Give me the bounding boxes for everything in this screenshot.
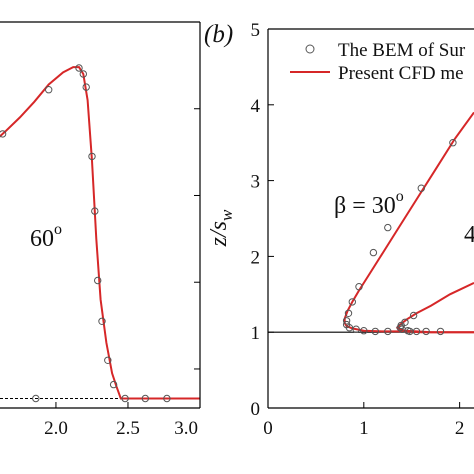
panel-b-bem-point xyxy=(342,317,351,325)
panel-b-bem-point xyxy=(409,311,418,320)
panel-a-bem-point xyxy=(0,130,7,138)
panel-a-bem-point xyxy=(45,86,53,94)
panel-b-legend: The BEM of Sur Present CFD me xyxy=(290,40,466,84)
panel-a-bem-point xyxy=(109,380,118,389)
panel-b-plot-area xyxy=(268,111,474,336)
panel-a-bem-point xyxy=(88,152,96,161)
panel-a-bem-point xyxy=(163,394,171,403)
panel-a-series xyxy=(0,64,200,403)
panel-b-bem-point xyxy=(417,184,425,192)
panel-a-bem-point xyxy=(91,207,99,215)
panel-b-y-tick-label: 3 xyxy=(251,172,261,193)
panel-b-bem-point xyxy=(384,327,392,336)
legend-cfd-label: Present CFD me xyxy=(338,63,464,84)
panel-a-plot-area xyxy=(0,64,200,403)
panel-b-bem-point xyxy=(404,327,412,335)
panel-b-series xyxy=(268,111,474,336)
panel-b: (b) z/sw 0 1 2 3 4 5 0 1 2 β = 30o 4 The BEM of … xyxy=(204,20,474,439)
panel-b-bem-point xyxy=(449,139,457,147)
panel-a-x-tick-label: 2.0 xyxy=(44,418,68,439)
panel-a-bem-point xyxy=(121,394,129,403)
legend-bem-label: The BEM of Sur xyxy=(338,40,466,61)
panel-a-bem-point xyxy=(104,356,112,364)
panel-b-x-tick-label: 2 xyxy=(455,418,465,439)
panel-b-x-tick-label: 1 xyxy=(359,418,369,439)
panel-b-y-tick-label: 5 xyxy=(251,20,261,41)
panel-a-cfd-line-0 xyxy=(0,66,200,400)
panel-b-bem-point xyxy=(352,325,360,333)
panel-a: 2.0 2.5 3.0 60o xyxy=(0,21,201,439)
panel-a-axes: 2.0 2.5 3.0 xyxy=(0,21,201,439)
panel-b-axes: 0 1 2 3 4 5 0 1 2 xyxy=(251,20,474,439)
panel-b-ylabel: z/sw xyxy=(206,209,236,247)
panel-a-bem-point xyxy=(141,394,150,403)
panel-a-bem-point xyxy=(75,64,83,72)
panel-a-x-tick-label: 2.5 xyxy=(116,418,140,439)
panel-b-y-tick-label: 4 xyxy=(251,96,261,117)
legend-bem-marker xyxy=(305,44,315,54)
panel-b-bem-point xyxy=(345,324,354,332)
panel-a-annotation-60deg: 60o xyxy=(30,221,62,252)
panel-b-annotation-beta: β = 30o xyxy=(334,188,404,219)
panel-b-bem-point xyxy=(371,327,379,336)
panel-a-x-tick-label: 3.0 xyxy=(174,418,198,439)
panel-b-bem-point xyxy=(360,327,368,335)
panel-b-bem-point xyxy=(384,223,392,232)
panel-b-bem-point xyxy=(396,324,404,332)
panel-b-bem-point xyxy=(348,298,356,306)
panel-a-bem-point xyxy=(98,317,106,325)
panel-b-annotation-4: 4 xyxy=(464,222,474,248)
panel-b-y-tick-label: 0 xyxy=(251,399,261,420)
panel-a-bem-point xyxy=(32,394,40,403)
panel-b-bem-point xyxy=(436,327,445,336)
panel-b-label: (b) xyxy=(204,21,233,48)
panel-b-bem-point xyxy=(422,327,430,336)
panel-b-bem-point xyxy=(344,309,353,317)
panel-b-y-tick-label: 1 xyxy=(251,323,261,344)
panel-b-cfd-line-1 xyxy=(395,281,474,334)
panel-a-bem-point xyxy=(79,70,88,78)
panel-b-bem-point xyxy=(412,327,421,336)
panel-b-bem-point xyxy=(369,248,378,257)
panel-a-bem-point xyxy=(94,276,102,285)
panel-b-bem-point xyxy=(355,283,363,291)
panel-a-bem-point xyxy=(82,83,90,91)
panel-b-x-tick-label: 0 xyxy=(263,418,273,439)
panel-b-y-tick-label: 2 xyxy=(251,247,261,268)
